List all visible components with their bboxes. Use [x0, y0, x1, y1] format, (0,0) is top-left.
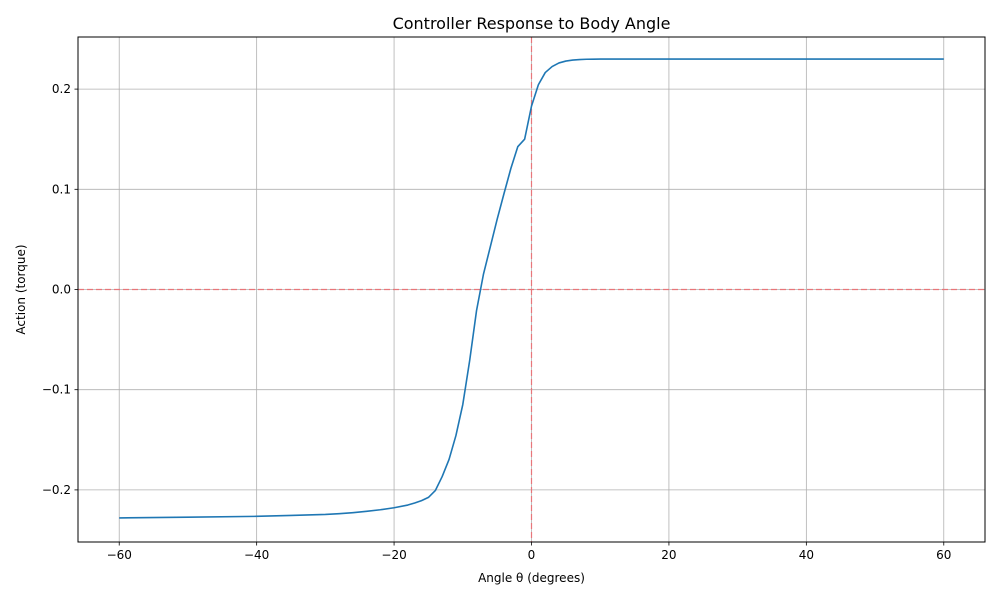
x-tick-label: −60 — [107, 548, 132, 562]
x-ticks: −60 −40 −20 0 20 40 60 — [107, 542, 951, 562]
y-tick-label: −0.1 — [42, 383, 71, 397]
series-line — [119, 58, 944, 519]
y-tick-label: 0.2 — [52, 82, 71, 96]
chart-title: Controller Response to Body Angle — [393, 14, 671, 33]
x-tick-label: −40 — [244, 548, 269, 562]
reference-lines — [78, 37, 985, 542]
series-group — [119, 58, 944, 519]
y-tick-label: 0.1 — [52, 182, 71, 196]
x-tick-label: 20 — [661, 548, 676, 562]
x-axis-label: Angle θ (degrees) — [478, 571, 585, 585]
x-tick-label: 40 — [799, 548, 814, 562]
y-axis-label: Action (torque) — [14, 244, 28, 334]
y-tick-label: 0.0 — [52, 283, 71, 297]
x-tick-label: 0 — [528, 548, 536, 562]
x-tick-label: −20 — [381, 548, 406, 562]
y-tick-label: −0.2 — [42, 483, 71, 497]
y-ticks: −0.2 −0.1 0.0 0.1 0.2 — [42, 82, 78, 497]
x-tick-label: 60 — [936, 548, 951, 562]
